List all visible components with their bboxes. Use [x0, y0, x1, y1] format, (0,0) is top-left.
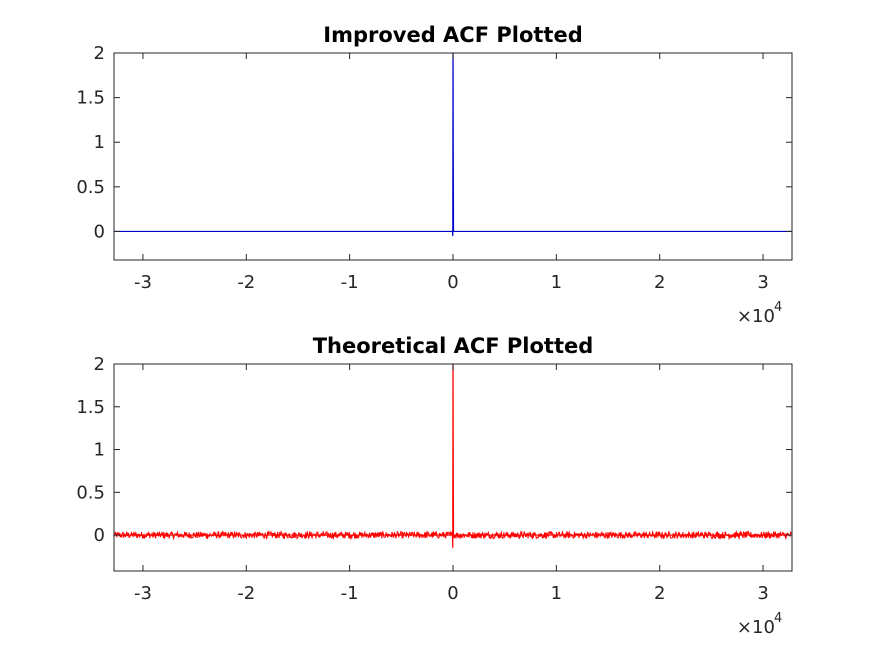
multiplier-exponent: 4 [774, 300, 782, 315]
multiplier-base: 10 [752, 617, 775, 638]
x-tick-label: -3 [134, 583, 152, 604]
plot-area [114, 364, 792, 548]
subplot-improved-acf: Improved ACF Plotted -3 -2 -1 0 1 2 3 0 0.5 1 1.5 2… [76, 23, 793, 327]
multiplier-base: 10 [752, 306, 775, 327]
series-line [114, 364, 792, 548]
x-tick-label: -3 [134, 272, 152, 293]
x-tick-label: 2 [654, 583, 665, 604]
x-tick-label: -1 [341, 583, 359, 604]
y-tick-label: 1 [94, 132, 105, 153]
x-tick-label: 3 [757, 272, 768, 293]
times-sign: × [737, 306, 752, 327]
chart-title: Improved ACF Plotted [323, 23, 582, 47]
subplot-theoretical-acf: Theoretical ACF Plotted -3 -2 -1 0 1 2 3 0 0.5 1 1… [76, 334, 793, 638]
x-tick-label: 0 [447, 272, 458, 293]
x-tick-label: -2 [237, 583, 255, 604]
times-sign: × [737, 617, 752, 638]
multiplier-exponent: 4 [774, 611, 782, 626]
x-tick-label: -2 [237, 272, 255, 293]
x-tick-label: 3 [757, 583, 768, 604]
tick-group: -3 -2 -1 0 1 2 3 0 0.5 1 1.5 2 [76, 43, 792, 293]
x-tick-label: -1 [341, 272, 359, 293]
y-tick-label: 0 [94, 221, 105, 242]
x-tick-label: 2 [654, 272, 665, 293]
chart-title: Theoretical ACF Plotted [313, 334, 594, 358]
y-tick-label: 0.5 [76, 177, 105, 198]
y-tick-label: 2 [94, 43, 105, 64]
series-line [114, 53, 792, 236]
y-tick-label: 1.5 [76, 397, 105, 418]
axes-box [113, 363, 793, 572]
x-multiplier-label: × 10 4 [737, 611, 782, 638]
x-tick-label: 0 [447, 583, 458, 604]
x-tick-label: 1 [551, 272, 562, 293]
y-tick-label: 0.5 [76, 482, 105, 503]
x-tick-label: 1 [551, 583, 562, 604]
plot-area [114, 53, 792, 236]
y-tick-label: 1.5 [76, 88, 105, 109]
x-multiplier-label: × 10 4 [737, 300, 782, 327]
y-tick-label: 1 [94, 440, 105, 461]
y-tick-label: 2 [94, 354, 105, 375]
axes-box [113, 52, 793, 261]
tick-group: -3 -2 -1 0 1 2 3 0 0.5 1 1.5 2 [76, 354, 792, 604]
y-tick-label: 0 [94, 525, 105, 546]
